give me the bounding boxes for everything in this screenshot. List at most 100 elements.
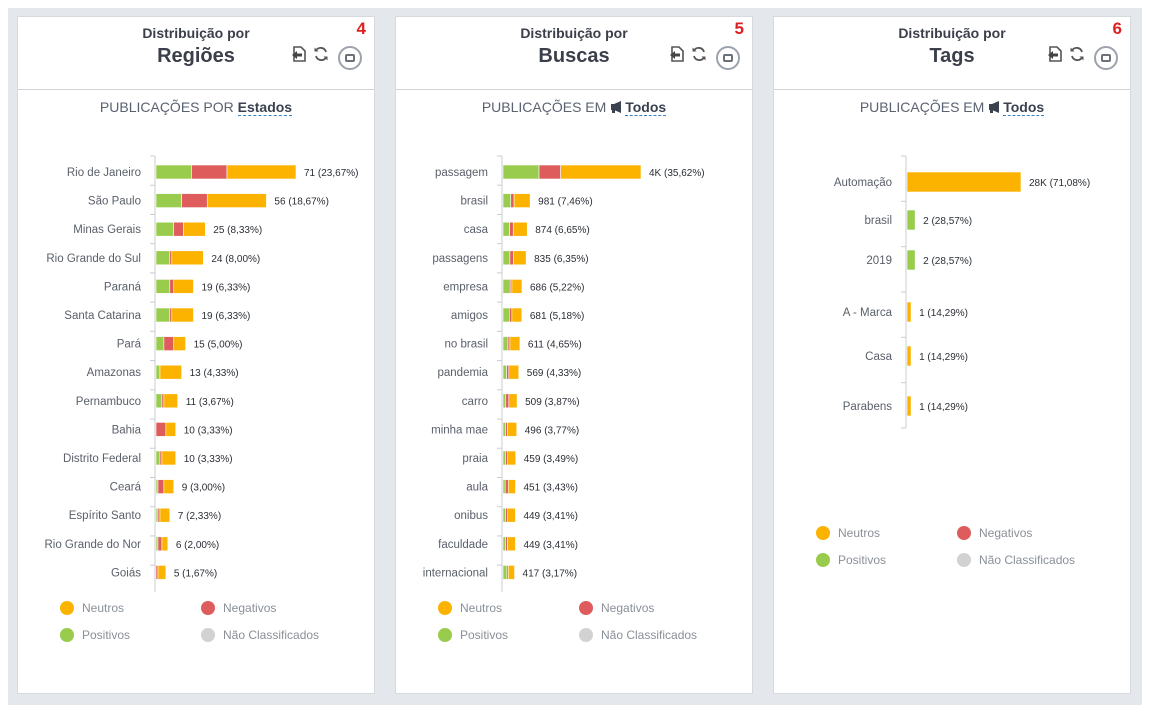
bar-segment-neutros[interactable] [507,536,516,552]
bar-segment-negativos[interactable] [505,450,509,466]
bar-segment-neutros[interactable] [507,422,518,437]
bar-segment-positivos[interactable] [155,364,161,380]
bar-segment-negativos[interactable] [505,507,509,523]
bar-segment-negativos[interactable] [163,336,175,351]
bar-segment-positivos[interactable] [502,422,506,437]
bar-segment-positivos[interactable] [502,221,510,237]
bar-segment-neutros[interactable] [507,507,516,523]
refresh-icon[interactable] [312,45,330,63]
legend-item-negativos[interactable]: Negativos [579,601,654,615]
bar-segment-positivos[interactable] [502,364,507,380]
bar-segment-neutros[interactable] [906,171,1022,193]
subtitle-filter-link[interactable]: Todos [625,99,667,116]
bar-segment-neutros[interactable] [161,536,169,552]
legend-item-positivos[interactable]: Positivos [438,628,508,642]
bar-segment-neutros[interactable] [906,301,912,323]
bar-segment-positivos[interactable] [155,336,165,351]
bar-segment-neutros[interactable] [171,250,204,266]
bar-segment-positivos[interactable] [155,221,175,237]
bar-segment-positivos[interactable] [155,450,161,466]
legend-item-neutros[interactable]: Neutros [816,526,880,540]
bar-segment-positivos[interactable] [155,193,182,208]
bar-segment-neutros[interactable] [206,193,267,208]
bar-segment-positivos[interactable] [502,565,508,580]
bar-segment-neutros[interactable] [171,307,194,323]
bar-segment-negativos[interactable] [181,193,208,208]
bar-segment-positivos[interactable] [502,450,506,466]
bar-segment-neutros[interactable] [560,164,642,180]
camera-icon[interactable] [716,46,740,70]
bar-segment-negativos[interactable] [504,479,509,494]
bar-segment-positivos[interactable] [502,536,506,552]
bar-segment-negativos[interactable] [506,364,510,380]
camera-icon[interactable] [338,46,362,70]
bar-segment-negativos[interactable] [155,422,167,437]
bar-segment-neutros[interactable] [226,164,297,180]
legend-item-negativos[interactable]: Negativos [957,526,1032,540]
bar-segment-positivos[interactable] [155,393,163,409]
bar-segment-negativos[interactable] [191,164,228,180]
bar-segment-negativos[interactable] [157,536,163,552]
export-icon[interactable] [290,45,308,63]
bar-segment-neutros[interactable] [906,345,912,367]
subtitle-filter-link[interactable]: Estados [237,99,293,116]
bar-segment-positivos[interactable] [906,249,916,271]
bar-segment-neutros[interactable] [165,422,177,437]
bar-segment-positivos[interactable] [155,279,171,294]
bar-segment-neutros[interactable] [508,393,518,409]
bar-segment-neutros[interactable] [509,336,521,351]
bar-segment-negativos[interactable] [538,164,561,180]
bar-segment-neutros[interactable] [511,279,523,294]
legend-item-positivos[interactable]: Positivos [816,553,886,567]
bar-segment-neutros[interactable] [906,395,912,417]
bar-segment-negativos[interactable] [169,279,175,294]
bar-segment-neutros[interactable] [507,479,516,494]
bar-segment-negativos[interactable] [157,479,165,494]
bar-segment-neutros[interactable] [508,364,520,380]
bar-segment-neutros[interactable] [513,250,527,266]
bar-segment-positivos[interactable] [155,307,171,323]
bar-segment-negativos[interactable] [509,250,514,266]
bar-segment-positivos[interactable] [502,479,506,494]
bar-segment-positivos[interactable] [502,164,540,180]
bar-segment-positivos[interactable] [502,307,510,323]
legend-item-nao[interactable]: Não Classificados [201,628,319,642]
refresh-icon[interactable] [1068,45,1086,63]
bar-segment-neutros[interactable] [513,193,531,208]
legend-item-nao[interactable]: Não Classificados [957,553,1075,567]
bar-segment-negativos[interactable] [510,193,515,208]
legend-item-neutros[interactable]: Neutros [60,601,124,615]
export-icon[interactable] [1046,45,1064,63]
bar-segment-neutros[interactable] [157,565,167,580]
bar-segment-positivos[interactable] [155,164,192,180]
bar-segment-neutros[interactable] [512,221,528,237]
bar-segment-positivos[interactable] [502,393,507,409]
bar-segment-negativos[interactable] [505,393,510,409]
bar-segment-positivos[interactable] [502,279,511,294]
bar-segment-neutros[interactable] [507,450,517,466]
bar-segment-neutros[interactable] [163,393,178,409]
bar-segment-neutros[interactable] [163,479,175,494]
export-icon[interactable] [668,45,686,63]
subtitle-filter-link[interactable]: Todos [1003,99,1045,116]
bar-segment-negativos[interactable] [173,221,184,237]
bar-segment-neutros[interactable] [159,507,171,523]
legend-item-negativos[interactable]: Negativos [201,601,276,615]
bar-segment-neutros[interactable] [173,336,186,351]
bar-segment-neutros[interactable] [173,279,194,294]
bar-segment-positivos[interactable] [155,250,171,266]
legend-item-neutros[interactable]: Neutros [438,601,502,615]
bar-segment-positivos[interactable] [502,336,509,351]
bar-segment-neutros[interactable] [507,565,515,580]
bar-segment-positivos[interactable] [502,250,511,266]
legend-item-nao[interactable]: Não Classificados [579,628,697,642]
bar-segment-positivos[interactable] [502,193,512,208]
refresh-icon[interactable] [690,45,708,63]
camera-icon[interactable] [1094,46,1118,70]
bar-segment-neutros[interactable] [511,307,523,323]
legend-item-positivos[interactable]: Positivos [60,628,130,642]
bar-segment-neutros[interactable] [159,364,182,380]
bar-segment-positivos[interactable] [502,507,506,523]
bar-segment-negativos[interactable] [509,221,514,237]
bar-segment-neutros[interactable] [161,450,177,466]
